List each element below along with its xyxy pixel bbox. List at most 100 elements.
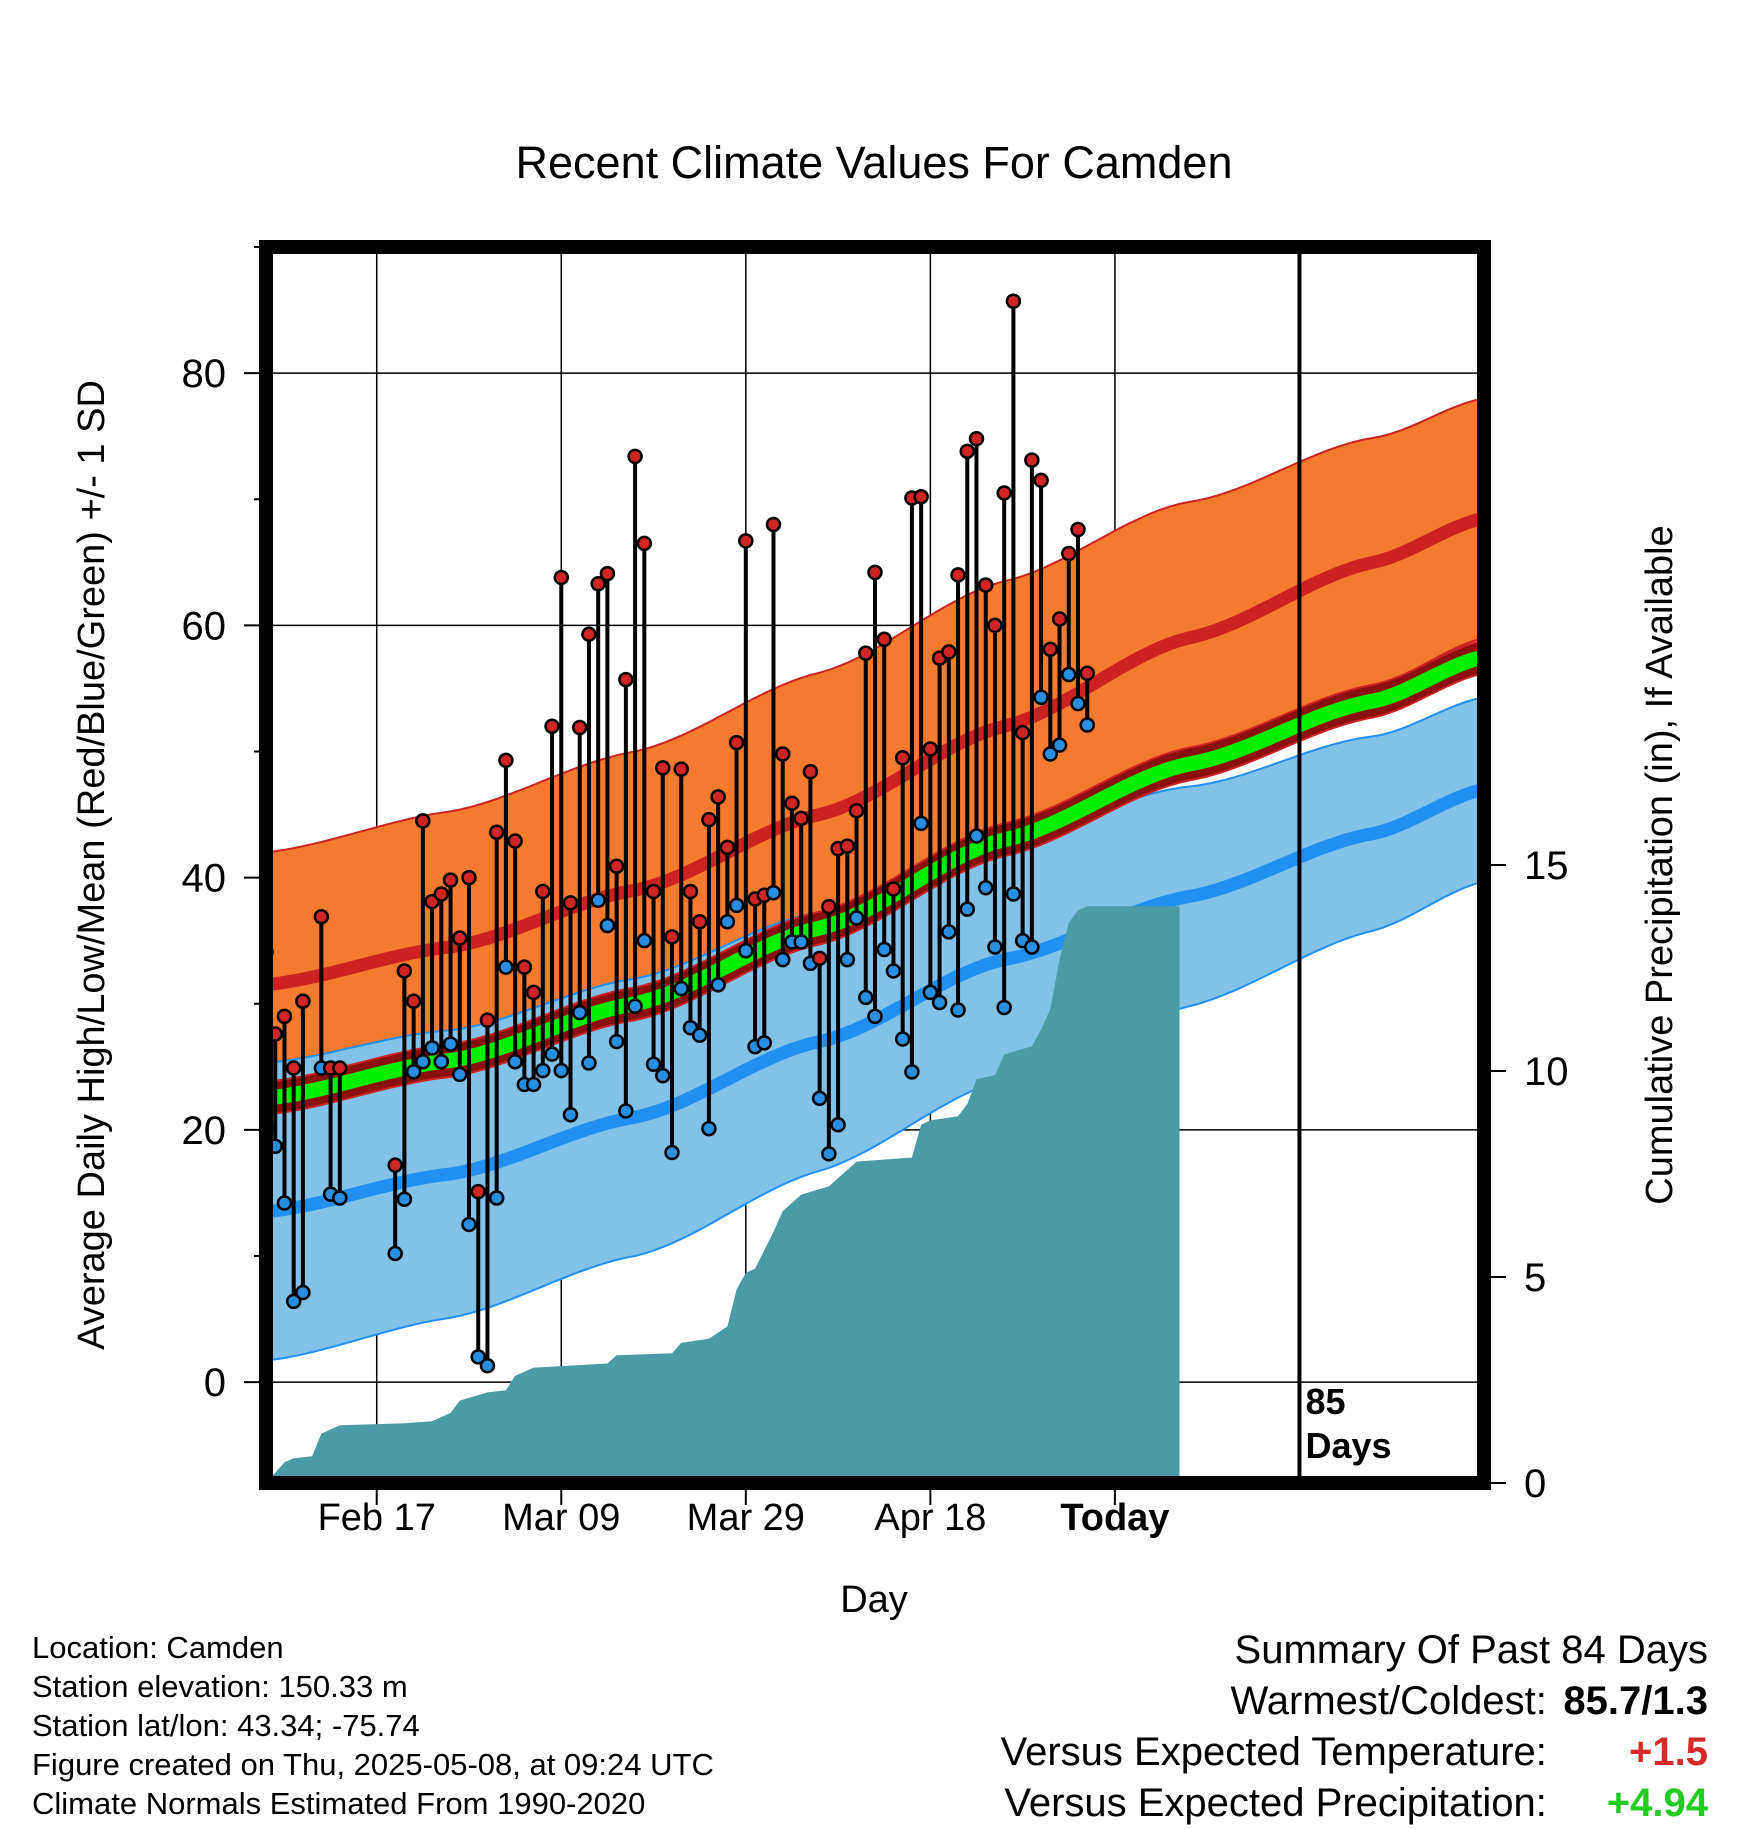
obs-high-point [470,1183,486,1200]
y-tick-label: 40 [182,857,227,901]
obs-high-point [968,430,985,447]
obs-low-point [442,1036,459,1052]
obs-high-point [784,795,800,811]
y2-tick-label: 15 [1524,844,1569,888]
obs-low-point [904,1064,920,1080]
obs-high-point [1042,641,1059,658]
obs-low-point [913,815,929,832]
y2-axis-label: Cumulative Precipitation (in), If Availa… [1639,525,1681,1204]
y-tick-label: 60 [182,604,227,648]
precip-area [266,906,1180,1483]
days-annotation-line: 85 [1305,1381,1345,1422]
summary-row-temperature: Versus Expected Temperature: +1.5 [1001,1727,1708,1778]
obs-low-point [959,901,976,917]
obs-high-point [627,448,643,465]
obs-low-point [811,1090,828,1107]
obs-low-point [590,892,606,909]
obs-high-point [719,839,736,856]
obs-high-point [811,950,828,967]
obs-high-point [922,741,939,757]
obs-low-point [415,1054,431,1070]
obs-high-point [442,872,459,888]
obs-low-point [1070,695,1086,712]
obs-high-point [562,895,579,911]
obs-high-point [996,485,1012,501]
obs-high-point [535,883,551,900]
obs-high-point [1033,472,1049,489]
obs-low-point [285,1293,302,1310]
y-tick-label: 80 [182,352,227,396]
y-tick-label: 20 [182,1109,227,1153]
obs-high-point [774,746,791,762]
obs-low-point [765,884,782,901]
obs-high-point [1079,665,1095,682]
obs-high-point [738,533,754,549]
climate-chart: Recent Climate Values For Camden 85 Days 0… [71,137,1681,1621]
obs-low-point [599,917,616,934]
obs-high-point [701,811,717,828]
obs-high-point [645,883,662,900]
obs-low-point [562,1106,579,1123]
y2-tick-label: 0 [1524,1462,1546,1506]
obs-high-point [461,869,477,886]
obs-low-point [405,1064,422,1080]
y2-tick-label: 5 [1524,1256,1546,1300]
station-info: Location: Camden Station elevation: 150.… [32,1628,714,1823]
obs-high-point [839,838,856,854]
summary-label: Warmest/Coldest: [1230,1679,1547,1723]
plot-area: 85 Days 0 20 40 60 80 0 5 10 15 Feb 17 Mar 09 Mar 29 A… [182,240,1569,1539]
obs-high-point [848,803,865,819]
obs-low-point [645,1056,662,1073]
elevation-text: Station elevation: 150.33 m [32,1669,408,1704]
summary-value: +1.5 [1629,1730,1708,1774]
obs-low-point [931,994,948,1011]
obs-high-point [479,1012,496,1028]
obs-low-point [1061,666,1077,683]
obs-low-point [627,998,643,1015]
obs-high-point [507,833,523,849]
obs-low-point [498,959,514,975]
obs-high-point [894,750,911,766]
obs-high-point [913,488,929,505]
obs-high-point [295,993,311,1009]
obs-low-point [996,999,1012,1016]
obs-high-point [876,631,892,647]
obs-low-point [691,1027,708,1044]
obs-high-point [516,959,533,975]
obs-high-point [488,824,505,840]
obs-high-point [977,577,994,593]
obs-high-point [581,626,597,642]
summary-row-precipitation: Versus Expected Precipitation: +4.94 [1001,1778,1708,1829]
obs-low-point [941,924,957,940]
created-text: Figure created on Thu, 2025-05-08, at 09… [32,1747,714,1782]
obs-low-point [977,879,994,896]
obs-high-point [710,789,726,805]
obs-low-point [553,1062,570,1079]
obs-low-point [839,951,856,968]
obs-low-point [433,1054,450,1070]
obs-high-point [590,575,606,592]
bands-layer [266,247,1484,1483]
obs-low-point [756,1035,773,1051]
obs-low-point [396,1191,413,1207]
days-annotation: 85 Days [1305,1381,1391,1466]
obs-high-point [276,1008,293,1025]
obs-high-point [433,886,450,902]
location-text: Location: Camden [32,1630,284,1665]
summary-value: 85.7/1.3 [1563,1679,1708,1723]
y-tick-label: 0 [204,1361,226,1405]
summary-label: Versus Expected Temperature: [1000,1730,1547,1774]
obs-low-point [867,1008,883,1025]
x-tick-label: Mar 29 [687,1497,805,1539]
obs-high-point [608,858,625,875]
summary-panel: Summary Of Past 84 Days Warmest/Coldest:… [1001,1625,1708,1829]
obs-low-point [664,1144,680,1161]
summary-heading: Summary Of Past 84 Days [1234,1628,1708,1672]
obs-low-point [858,989,874,1006]
obs-high-point [1005,293,1022,309]
obs-high-point [618,671,634,688]
obs-low-point [571,1004,588,1021]
obs-high-point [959,443,976,460]
obs-high-point [802,763,819,780]
obs-low-point [276,1195,293,1211]
